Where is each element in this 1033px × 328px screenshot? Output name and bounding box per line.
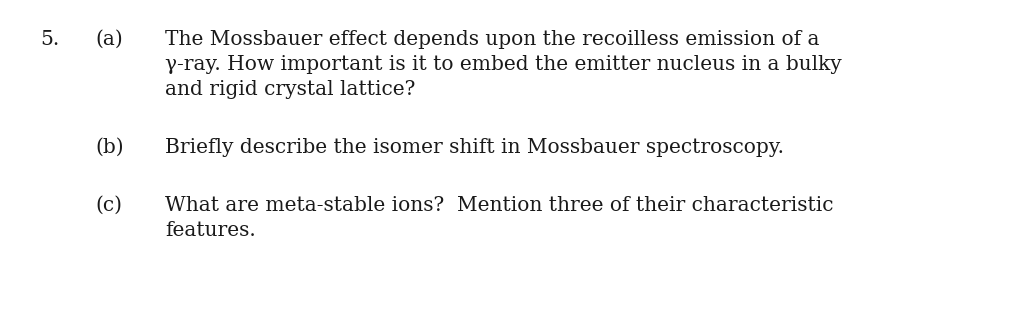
Text: γ-ray. How important is it to embed the emitter nucleus in a bulky: γ-ray. How important is it to embed the … [165, 55, 842, 74]
Text: The Mossbauer effect depends upon the recoilless emission of a: The Mossbauer effect depends upon the re… [165, 30, 819, 49]
Text: (b): (b) [95, 138, 124, 157]
Text: (c): (c) [95, 196, 122, 215]
Text: 5.: 5. [40, 30, 59, 49]
Text: features.: features. [165, 221, 256, 240]
Text: (a): (a) [95, 30, 123, 49]
Text: Briefly describe the isomer shift in Mossbauer spectroscopy.: Briefly describe the isomer shift in Mos… [165, 138, 784, 157]
Text: and rigid crystal lattice?: and rigid crystal lattice? [165, 80, 415, 99]
Text: What are meta-stable ions?  Mention three of their characteristic: What are meta-stable ions? Mention three… [165, 196, 834, 215]
